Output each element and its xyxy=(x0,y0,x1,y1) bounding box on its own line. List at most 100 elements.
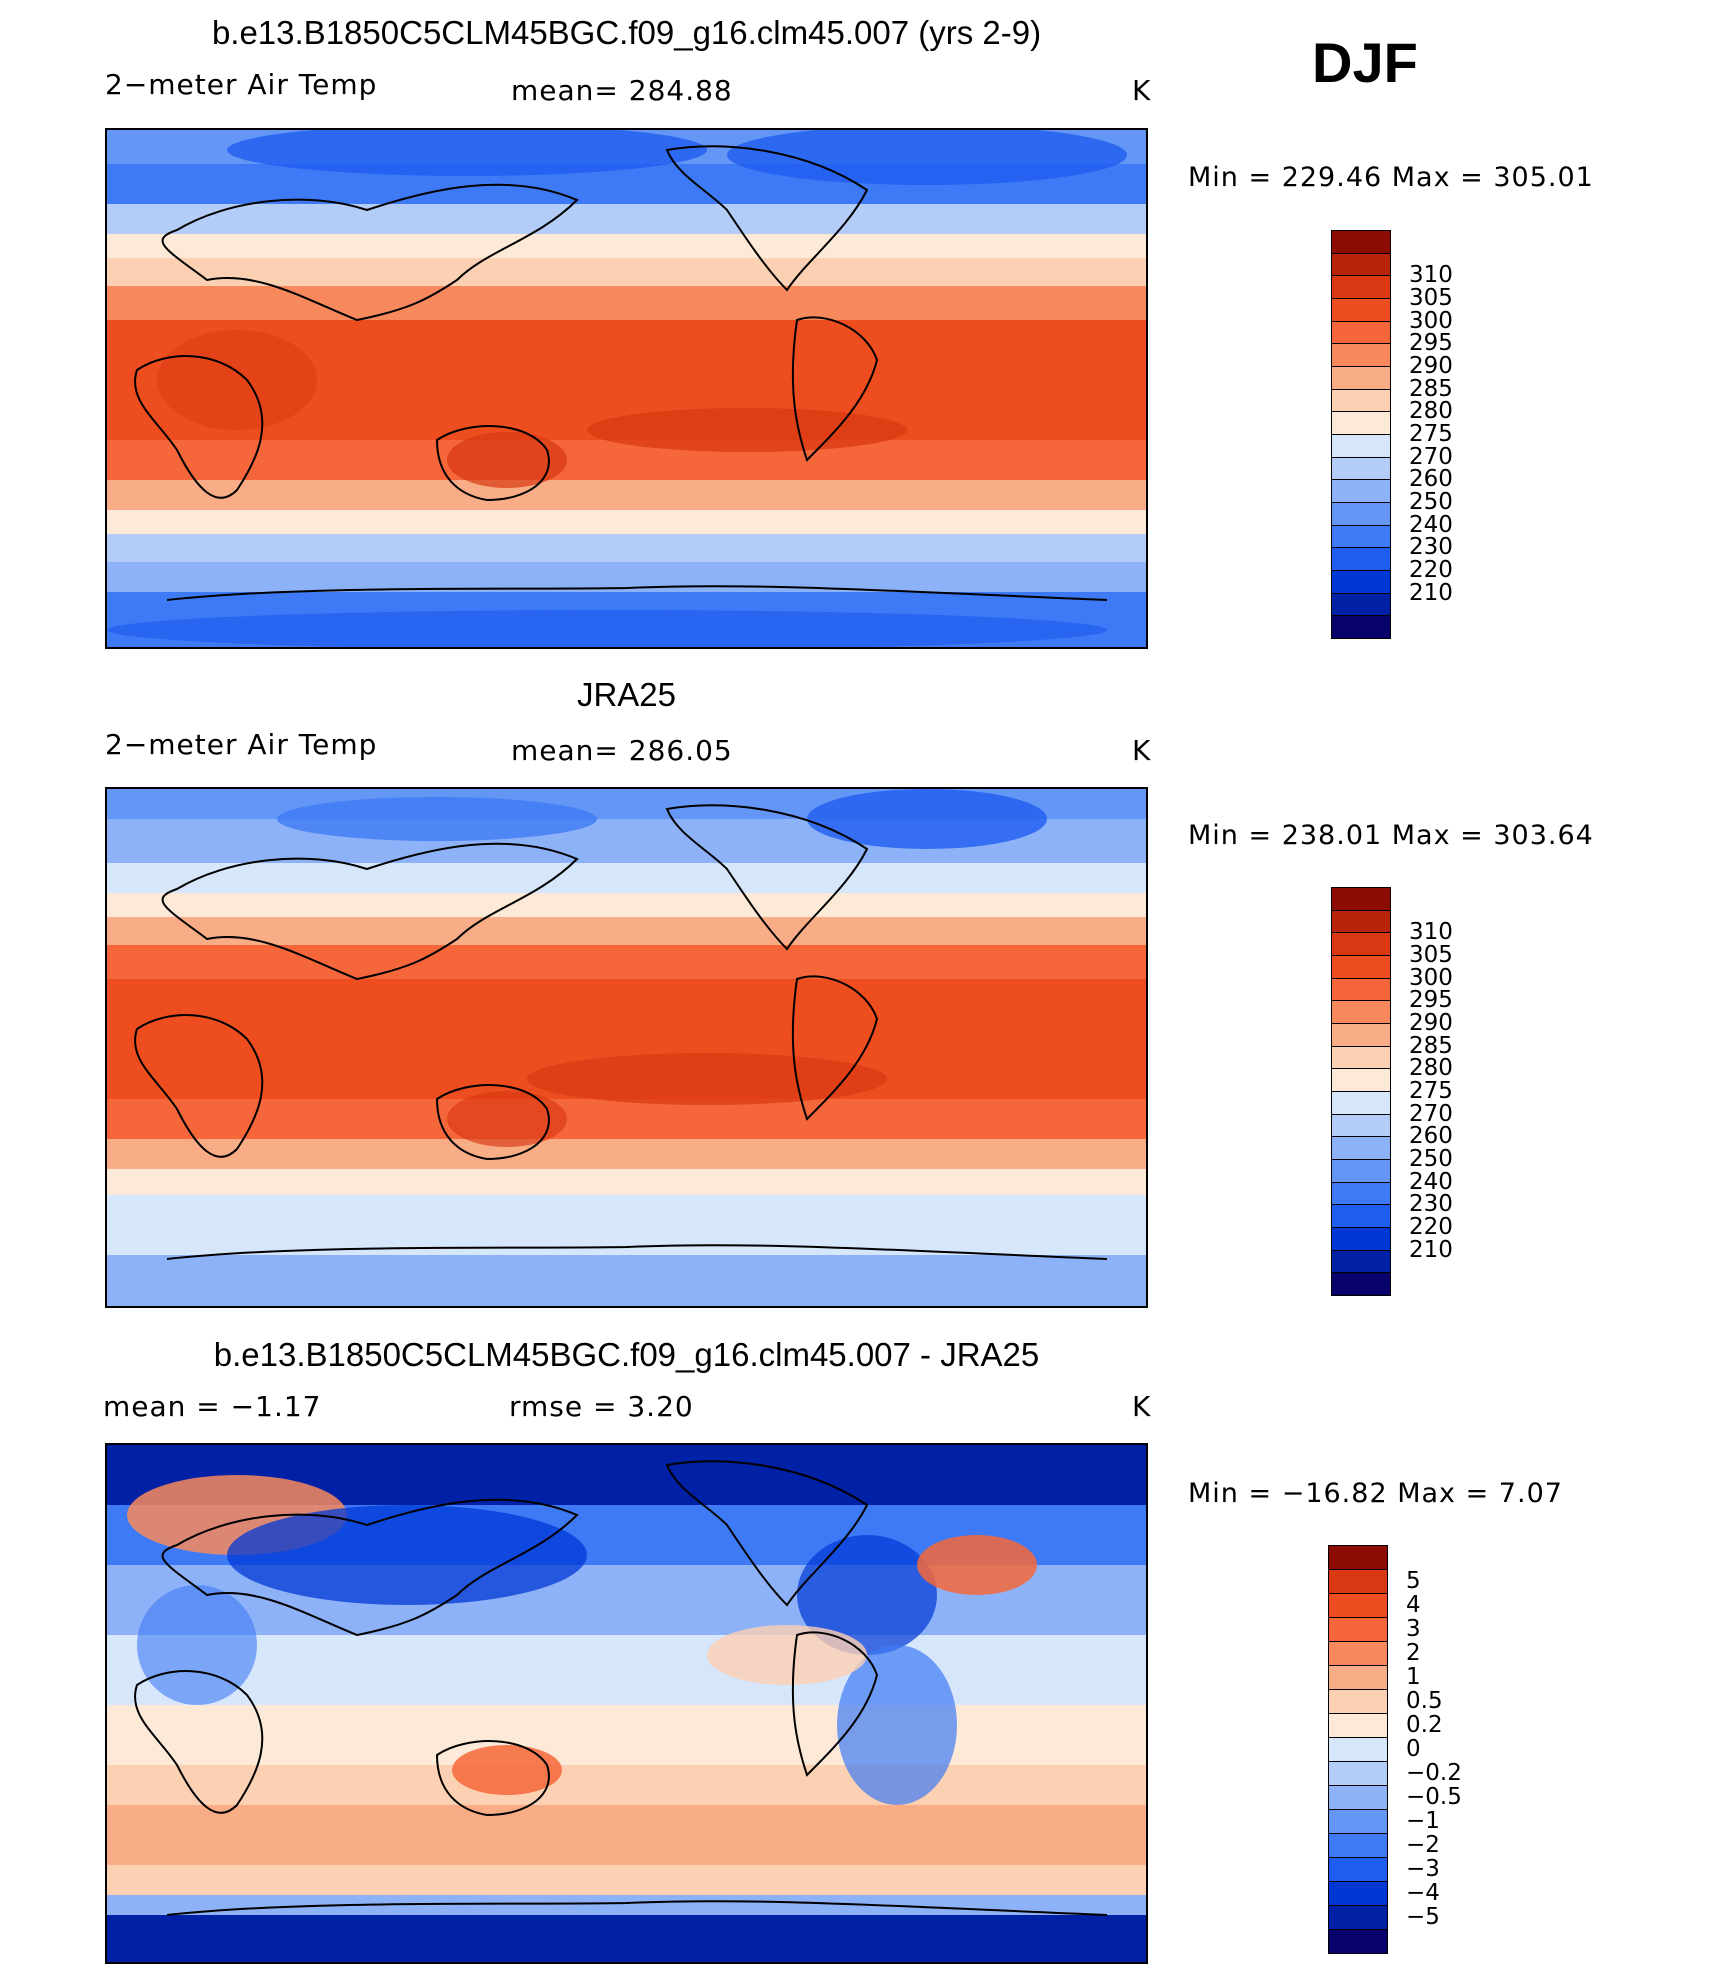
colorbar-swatch xyxy=(1331,1249,1391,1274)
colorbar-swatch xyxy=(1331,887,1391,911)
colorbar-tick-label: 230 xyxy=(1409,534,1453,561)
colorbar-tick-label: 250 xyxy=(1409,489,1453,515)
colorbar-tick-label: 0 xyxy=(1406,1736,1421,1762)
colorbar-tick-label: 275 xyxy=(1409,1078,1453,1104)
colorbar-swatch xyxy=(1328,1785,1388,1810)
colorbar-tick-label: −0.2 xyxy=(1406,1760,1462,1786)
colorbar-swatch xyxy=(1331,388,1391,413)
colorbar-tick-label: 270 xyxy=(1409,443,1453,470)
season-label: DJF xyxy=(1312,31,1418,94)
colorbar-swatch xyxy=(1331,547,1391,571)
colorbar-tick-label: 260 xyxy=(1409,1123,1453,1150)
colorbar-swatch xyxy=(1331,1023,1391,1047)
colorbar-swatch xyxy=(1331,366,1391,390)
panel-2-units: K xyxy=(1132,734,1152,767)
colorbar-tick-label: 300 xyxy=(1409,964,1453,991)
colorbar-swatch xyxy=(1331,298,1391,322)
colorbar-tick-label: 305 xyxy=(1409,942,1453,968)
colorbar-tick-label: 280 xyxy=(1409,1055,1453,1082)
panel-2-variable: 2−meter Air Temp xyxy=(105,728,378,761)
colorbar-swatch xyxy=(1331,524,1391,549)
colorbar-swatch xyxy=(1331,1000,1391,1024)
colorbar-tick-label: 5 xyxy=(1406,1568,1421,1594)
colorbar-swatch xyxy=(1328,1641,1388,1666)
panel-3-rmse: rmse = 3.20 xyxy=(509,1390,694,1423)
colorbar-swatch xyxy=(1331,1045,1391,1070)
colorbar-swatch xyxy=(1328,1881,1388,1906)
colorbar-tick-label: 310 xyxy=(1409,262,1453,289)
colorbar-tick-label: 280 xyxy=(1409,398,1453,425)
panel-2-minmax: Min = 238.01 Max = 303.64 xyxy=(1188,820,1594,851)
colorbar-tick-label: 310 xyxy=(1409,919,1453,946)
panel-3-minmax: Min = −16.82 Max = 7.07 xyxy=(1188,1478,1563,1509)
colorbar-swatch xyxy=(1331,615,1391,639)
colorbar-tick-label: 300 xyxy=(1409,307,1453,334)
panel-1-units: K xyxy=(1132,74,1152,107)
colorbar-tick-label: 240 xyxy=(1409,511,1453,538)
colorbar-tick-label: 230 xyxy=(1409,1191,1453,1218)
panel-2-title: JRA25 xyxy=(576,676,677,713)
colorbar-swatch xyxy=(1328,1905,1388,1930)
panel-1-title: b.e13.B1850C5CLM45BGC.f09_g16.clm45.007 … xyxy=(211,14,1042,51)
colorbar-tick-label: 295 xyxy=(1409,987,1453,1014)
colorbar-swatch xyxy=(1328,1737,1388,1762)
colorbar-swatch xyxy=(1331,1204,1391,1228)
colorbar-swatch xyxy=(1328,1833,1388,1858)
colorbar-swatch xyxy=(1328,1809,1388,1834)
panel-3-mean: mean = −1.17 xyxy=(103,1390,322,1423)
colorbar-swatch xyxy=(1331,502,1391,526)
colorbar-swatch xyxy=(1328,1857,1388,1882)
colorbar-swatch xyxy=(1331,479,1391,503)
colorbar-tick-label: 260 xyxy=(1409,466,1453,493)
colorbar-tick-label: 210 xyxy=(1409,579,1453,606)
colorbar-tick-label: −2 xyxy=(1406,1832,1440,1858)
panel-1-minmax: Min = 229.46 Max = 305.01 xyxy=(1188,162,1594,193)
colorbar-swatch xyxy=(1331,320,1391,345)
colorbar-tick-label: 270 xyxy=(1409,1100,1453,1127)
panel-3-title: b.e13.B1850C5CLM45BGC.f09_g16.clm45.007 … xyxy=(213,1336,1040,1373)
colorbar-tick-label: −3 xyxy=(1406,1856,1440,1882)
colorbar-tick-label: −1 xyxy=(1406,1808,1440,1834)
panel-2-map xyxy=(105,787,1148,1308)
colorbar-tick-label: 210 xyxy=(1409,1236,1453,1263)
colorbar-tick-label: 290 xyxy=(1409,353,1453,379)
colorbar-tick-label: 3 xyxy=(1406,1616,1421,1642)
colorbar-tick-label: 285 xyxy=(1409,1032,1453,1059)
panel-3-map xyxy=(105,1443,1148,1964)
colorbar-swatch xyxy=(1331,1159,1391,1183)
colorbar-swatch xyxy=(1331,456,1391,481)
colorbar-swatch xyxy=(1331,252,1391,277)
colorbar-swatch xyxy=(1331,411,1391,435)
panel-1-mean: mean= 284.88 xyxy=(511,74,733,107)
colorbar-tick-label: 305 xyxy=(1409,285,1453,311)
colorbar-tick-label: 285 xyxy=(1409,375,1453,402)
colorbar-swatch xyxy=(1331,570,1391,594)
panel-3-units: K xyxy=(1132,1390,1152,1423)
colorbar-swatch xyxy=(1331,1272,1391,1296)
colorbar-swatch xyxy=(1328,1569,1388,1594)
colorbar-swatch xyxy=(1331,434,1391,458)
colorbar-swatch xyxy=(1331,343,1391,367)
panel-1-variable: 2−meter Air Temp xyxy=(105,68,378,101)
colorbar-swatch xyxy=(1328,1593,1388,1618)
panel-1-map-field xyxy=(107,130,1146,647)
colorbar-swatch xyxy=(1331,1091,1391,1115)
colorbar-swatch xyxy=(1331,275,1391,299)
colorbar-tick-label: 2 xyxy=(1406,1640,1421,1666)
colorbar-tick-label: 4 xyxy=(1406,1592,1421,1618)
colorbar-swatch xyxy=(1331,909,1391,934)
colorbar-tick-label: 290 xyxy=(1409,1010,1453,1036)
colorbar-tick-label: −0.5 xyxy=(1406,1784,1462,1810)
panel-2-mean: mean= 286.05 xyxy=(511,734,733,767)
panel-1-map xyxy=(105,128,1148,649)
colorbar-swatch xyxy=(1331,1068,1391,1092)
colorbar-swatch xyxy=(1328,1689,1388,1714)
colorbar-tick-label: 0.2 xyxy=(1406,1712,1443,1738)
colorbar-tick-label: 240 xyxy=(1409,1168,1453,1195)
colorbar-swatch xyxy=(1331,977,1391,1002)
colorbar-tick-label: 295 xyxy=(1409,330,1453,357)
colorbar-swatch xyxy=(1331,1227,1391,1251)
colorbar-swatch xyxy=(1328,1665,1388,1690)
colorbar-swatch xyxy=(1331,230,1391,254)
colorbar-tick-label: 220 xyxy=(1409,1214,1453,1240)
